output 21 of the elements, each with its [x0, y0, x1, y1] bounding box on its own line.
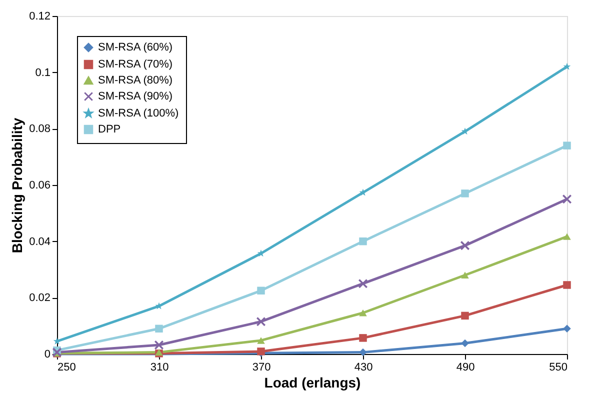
y-tick-label: 0.06 [29, 180, 50, 192]
legend-label: SM-RSA (60%) [98, 42, 173, 54]
legend-label: SM-RSA (70%) [98, 58, 173, 70]
y-tick-label: 0.12 [29, 10, 50, 22]
y-tick-label: 0 [44, 348, 50, 360]
x-tick-label: 550 [549, 362, 568, 374]
legend-label: SM-RSA (90%) [98, 90, 173, 102]
x-tick-label: 370 [252, 362, 271, 374]
x-tick-label: 430 [354, 362, 373, 374]
x-tick-label: 490 [456, 362, 475, 374]
y-tick-label: 0.04 [29, 236, 50, 248]
legend-label: SM-RSA (80%) [98, 74, 173, 86]
y-tick-label: 0.02 [29, 292, 50, 304]
legend-label: DPP [98, 124, 121, 136]
y-tick-label: 0.08 [29, 123, 50, 136]
y-tick-label: 0.1 [35, 66, 50, 79]
x-axis-title: Load (erlangs) [264, 374, 361, 390]
legend-label: SM-RSA (100%) [98, 108, 179, 120]
x-tick-label: 310 [150, 362, 169, 374]
y-axis-title: Blocking Probability [9, 118, 26, 254]
x-tick-label: 250 [58, 362, 76, 374]
